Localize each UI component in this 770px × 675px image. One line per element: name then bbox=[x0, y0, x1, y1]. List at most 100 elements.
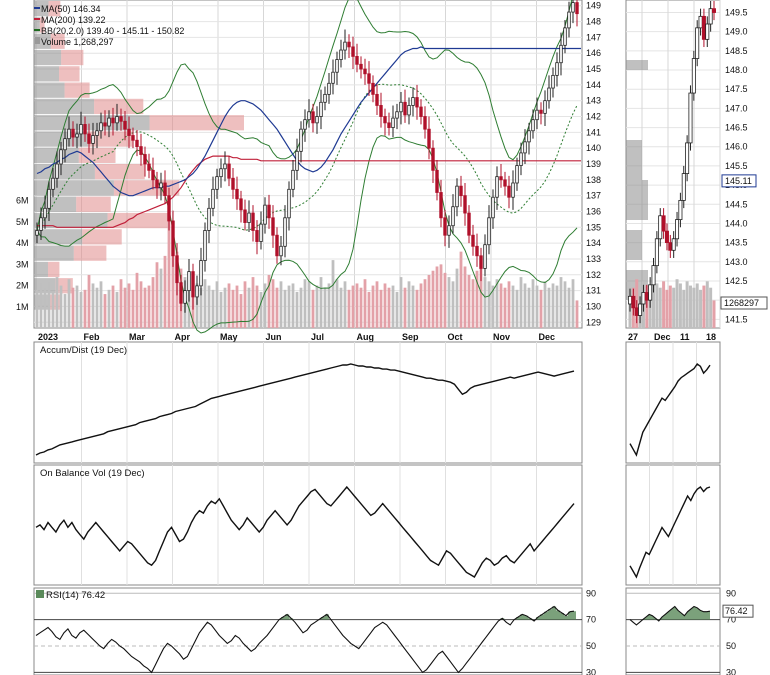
candle-body bbox=[443, 217, 447, 236]
candle-body bbox=[55, 163, 59, 179]
volume-bar bbox=[67, 279, 71, 328]
month-label: Apr bbox=[175, 332, 191, 342]
volume-bar bbox=[319, 277, 323, 328]
candle-body bbox=[459, 185, 463, 197]
month-label: Jul bbox=[311, 332, 324, 342]
accum-dist-zoom-line bbox=[629, 363, 711, 457]
candle-body bbox=[203, 230, 207, 261]
candle-body bbox=[339, 49, 343, 60]
candle-body bbox=[219, 168, 223, 178]
volume-bar bbox=[203, 279, 207, 328]
zoom-candle-body bbox=[628, 295, 633, 305]
volume-bar bbox=[127, 283, 131, 328]
rsi-badge-box bbox=[722, 604, 754, 618]
zoom-date-label: 27 bbox=[628, 332, 638, 342]
zoom-candle-body bbox=[641, 292, 646, 305]
volume-bar bbox=[455, 268, 459, 328]
price-badge: 145.11 bbox=[725, 176, 752, 186]
volume-bar bbox=[371, 285, 375, 328]
zoom-price-tick: 145.5 bbox=[725, 161, 748, 171]
volume-bar bbox=[223, 287, 227, 328]
volume-bar bbox=[275, 287, 279, 328]
candle-body bbox=[487, 217, 491, 246]
month-label: Jun bbox=[266, 332, 282, 342]
candle-body bbox=[79, 124, 83, 135]
volume-bar bbox=[543, 281, 547, 328]
candle-body bbox=[103, 122, 107, 127]
candle-body bbox=[39, 217, 43, 231]
volume-bar bbox=[563, 281, 567, 328]
vbp-up-bar bbox=[76, 196, 111, 212]
candle-body bbox=[171, 220, 175, 257]
zoom-price-tick: 147.5 bbox=[725, 84, 748, 94]
accum-dist-label: Accum/Dist (19 Dec) bbox=[40, 345, 127, 356]
volume-tick: 3M bbox=[16, 259, 29, 269]
vbp-down-bar bbox=[34, 115, 150, 131]
zoom-candle-body bbox=[691, 58, 696, 94]
zoom-candle-body bbox=[671, 238, 676, 251]
candle-body bbox=[499, 176, 503, 181]
price-tick: 134 bbox=[586, 238, 601, 248]
accum-dist-panel bbox=[33, 341, 721, 464]
vbp-down-bar bbox=[34, 49, 62, 66]
month-label: May bbox=[220, 332, 238, 342]
rsi-tick: 30 bbox=[586, 667, 596, 675]
zoom-price-tick: 147.0 bbox=[725, 103, 748, 113]
vbp-up-bar bbox=[82, 229, 122, 245]
candle-body bbox=[531, 119, 535, 132]
volume-bar bbox=[407, 281, 411, 328]
candle-body bbox=[295, 150, 299, 171]
zoom-volume-bar bbox=[678, 283, 682, 328]
zoom-price-tick: 148.0 bbox=[725, 65, 748, 75]
volume-bar bbox=[379, 289, 383, 328]
candle-body bbox=[543, 100, 547, 114]
candle-body bbox=[83, 124, 87, 135]
vbp-down-bar bbox=[34, 261, 48, 278]
volume-badge: 1268297 bbox=[724, 298, 759, 308]
candle-body bbox=[127, 128, 131, 136]
volume-bar bbox=[103, 294, 107, 328]
zoom-candle-body bbox=[681, 173, 686, 201]
month-label: Feb bbox=[84, 332, 101, 342]
zoom-volume-bar bbox=[688, 285, 692, 328]
volume-bar bbox=[483, 277, 487, 328]
candle-body bbox=[555, 62, 559, 76]
rsi-zoom-frame bbox=[625, 587, 721, 675]
volume-bar bbox=[207, 285, 211, 328]
candle-body bbox=[479, 255, 483, 269]
volume-bar bbox=[159, 268, 163, 328]
volume-bar bbox=[443, 272, 447, 328]
volume-bar bbox=[323, 287, 327, 328]
candle-body bbox=[151, 169, 155, 181]
volume-bar bbox=[119, 279, 123, 328]
candle-body bbox=[307, 111, 311, 121]
candle-body bbox=[111, 117, 115, 124]
zoom-volume-bar bbox=[712, 300, 716, 328]
candle-body bbox=[375, 93, 379, 106]
vbp-down-bar bbox=[34, 180, 114, 196]
zoom-volume-bar bbox=[695, 283, 699, 328]
zoom-price-tick: 149.0 bbox=[725, 27, 748, 37]
candle-body bbox=[267, 204, 271, 219]
candle-body bbox=[331, 71, 335, 84]
zoom-price-tick: 143.0 bbox=[725, 257, 748, 267]
volume-bar bbox=[283, 289, 287, 328]
volume-bar bbox=[571, 279, 575, 328]
volume-bar bbox=[519, 277, 523, 328]
month-label: Mar bbox=[129, 332, 146, 342]
candle-body bbox=[367, 73, 371, 84]
zoom-candle-body bbox=[651, 265, 656, 286]
price-tick: 137 bbox=[586, 191, 601, 201]
volume-bar bbox=[535, 285, 539, 328]
zoom-candle-body bbox=[668, 242, 673, 251]
volume-bar bbox=[459, 251, 463, 328]
candle-body bbox=[415, 97, 419, 108]
volume-bar bbox=[91, 283, 95, 328]
volume-bar bbox=[479, 262, 483, 328]
zoom-candle-body bbox=[631, 295, 636, 309]
candle-body bbox=[563, 27, 567, 46]
volume-bar bbox=[267, 274, 271, 328]
volume-bar bbox=[99, 281, 103, 328]
ma50-line bbox=[36, 46, 581, 197]
vbp-up-bar bbox=[39, 17, 45, 33]
